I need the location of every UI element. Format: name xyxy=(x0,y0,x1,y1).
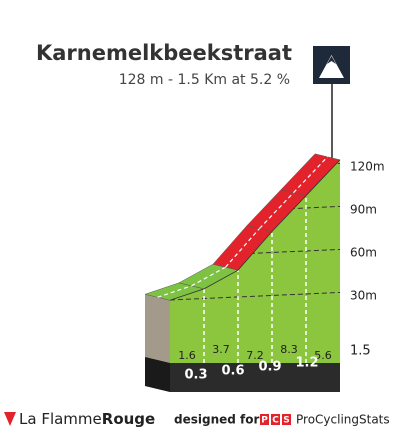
top-dash xyxy=(259,192,294,229)
summit-snow xyxy=(327,56,336,64)
brand: La FlammeRouge xyxy=(19,410,155,428)
length-label: 1.5 xyxy=(350,344,371,359)
plot: 30m 60m 90m 120m 1.6 3.7 7.2 8.3 5.6 0.3 0.6 0.9 1.2… xyxy=(144,153,385,392)
base-bar xyxy=(170,363,340,392)
y-tick-label: 60m xyxy=(350,246,377,260)
gradient-label: 5.6 xyxy=(314,349,332,362)
elevation-line xyxy=(169,159,341,301)
grid-line xyxy=(170,291,340,301)
pcs-letter: S xyxy=(283,416,289,426)
grid-line xyxy=(170,248,340,258)
pcs-box xyxy=(282,414,291,425)
gradient-label: 3.7 xyxy=(212,343,230,356)
distance-label: 0.3 xyxy=(184,368,207,383)
y-tick-label: 90m xyxy=(350,203,377,217)
pcs-box xyxy=(271,414,280,425)
gradient-label: 1.6 xyxy=(178,349,196,362)
base-side xyxy=(145,357,170,392)
site-name: ProCyclingStats xyxy=(296,413,390,427)
designed-for: designed for xyxy=(174,413,259,427)
brand-logo xyxy=(4,412,16,426)
gradient-label: 7.2 xyxy=(246,349,264,362)
distance-label: 0.9 xyxy=(258,360,281,375)
pcs-letter: C xyxy=(272,416,279,426)
top-dash xyxy=(225,228,260,268)
front-face xyxy=(170,159,340,363)
brand-bold: Rouge xyxy=(102,410,155,428)
chart-subtitle: 128 m - 1.5 Km at 5.2 % xyxy=(119,72,290,88)
y-tick-label: 120m xyxy=(350,160,385,174)
chart-title: Karnemelkbeekstraat xyxy=(36,41,292,65)
brand-light: La Flamme xyxy=(19,410,102,428)
distance-label: 1.2 xyxy=(295,356,318,371)
pcs-letter: P xyxy=(261,416,268,426)
top-dash xyxy=(293,156,328,194)
y-tick-label: 30m xyxy=(350,289,377,303)
pcs-box xyxy=(260,414,269,425)
distance-label: 0.6 xyxy=(221,364,244,379)
gradient-label: 8.3 xyxy=(280,343,298,356)
summit-mountain xyxy=(319,55,344,78)
top-dash xyxy=(157,285,192,298)
